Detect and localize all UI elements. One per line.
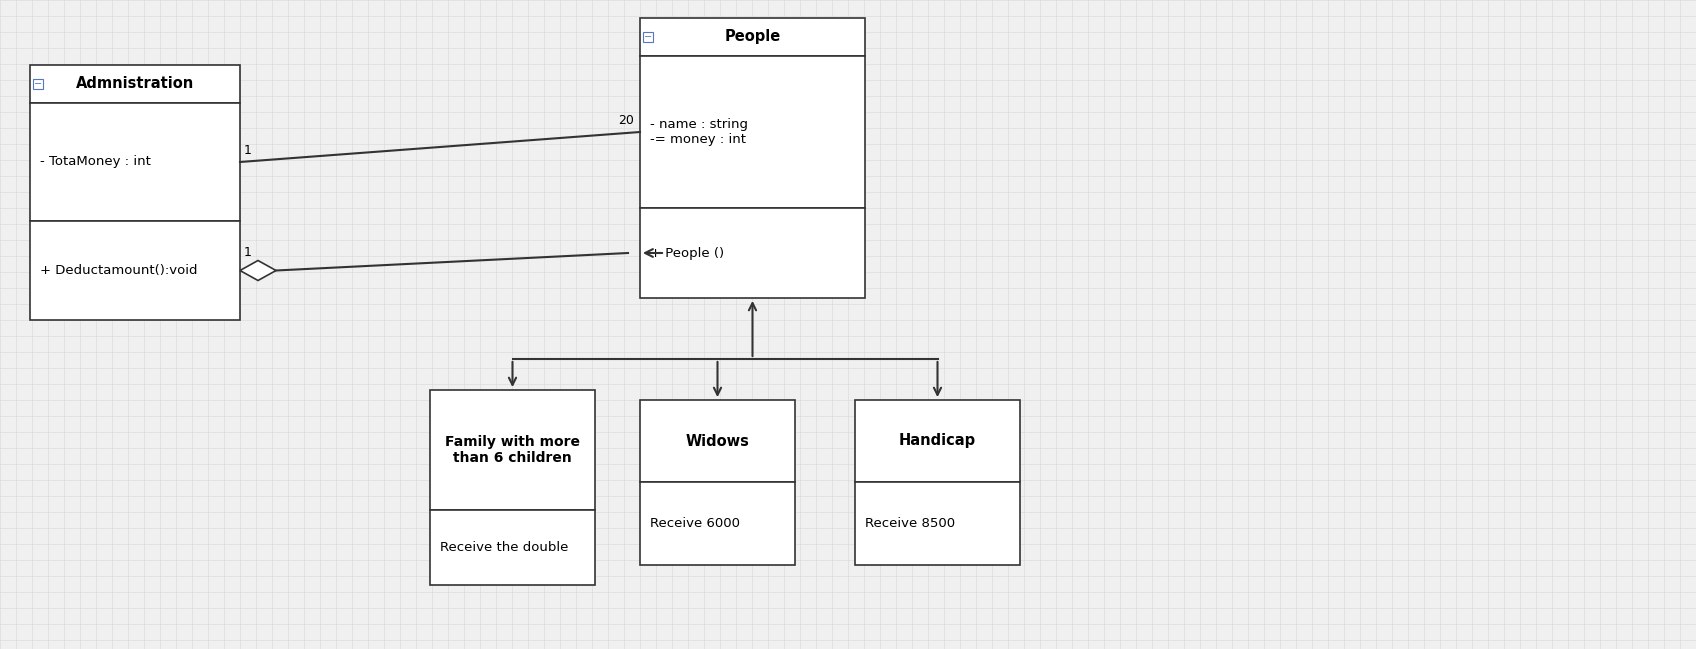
Bar	[855, 400, 1019, 482]
Bar	[639, 482, 795, 565]
Text: −: −	[34, 79, 42, 89]
Text: - TotaMoney : int: - TotaMoney : int	[41, 156, 151, 169]
Text: Receive 6000: Receive 6000	[650, 517, 739, 530]
Bar	[643, 32, 653, 42]
Text: 20: 20	[617, 114, 634, 127]
Bar	[431, 510, 595, 585]
Text: + People (): + People ()	[650, 247, 724, 260]
Text: Handicap: Handicap	[899, 434, 977, 448]
Text: 1: 1	[244, 144, 253, 157]
Bar	[639, 400, 795, 482]
Bar	[431, 390, 595, 510]
Bar	[639, 18, 865, 56]
Text: Widows: Widows	[685, 434, 750, 448]
Bar	[31, 103, 241, 221]
Bar	[31, 221, 241, 320]
Bar	[32, 79, 42, 89]
Text: −: −	[644, 32, 651, 42]
Bar	[855, 482, 1019, 565]
Text: Admnistration: Admnistration	[76, 77, 193, 92]
Text: 1: 1	[244, 247, 253, 260]
Polygon shape	[241, 260, 276, 280]
Bar	[639, 208, 865, 298]
Text: + Deductamount():void: + Deductamount():void	[41, 264, 197, 277]
Text: Receive the double: Receive the double	[439, 541, 568, 554]
Bar	[31, 65, 241, 103]
Text: Receive 8500: Receive 8500	[865, 517, 955, 530]
Text: People: People	[724, 29, 780, 45]
Text: - name : string
-= money : int: - name : string -= money : int	[650, 118, 748, 146]
Bar	[639, 56, 865, 208]
Text: Family with more
than 6 children: Family with more than 6 children	[444, 435, 580, 465]
